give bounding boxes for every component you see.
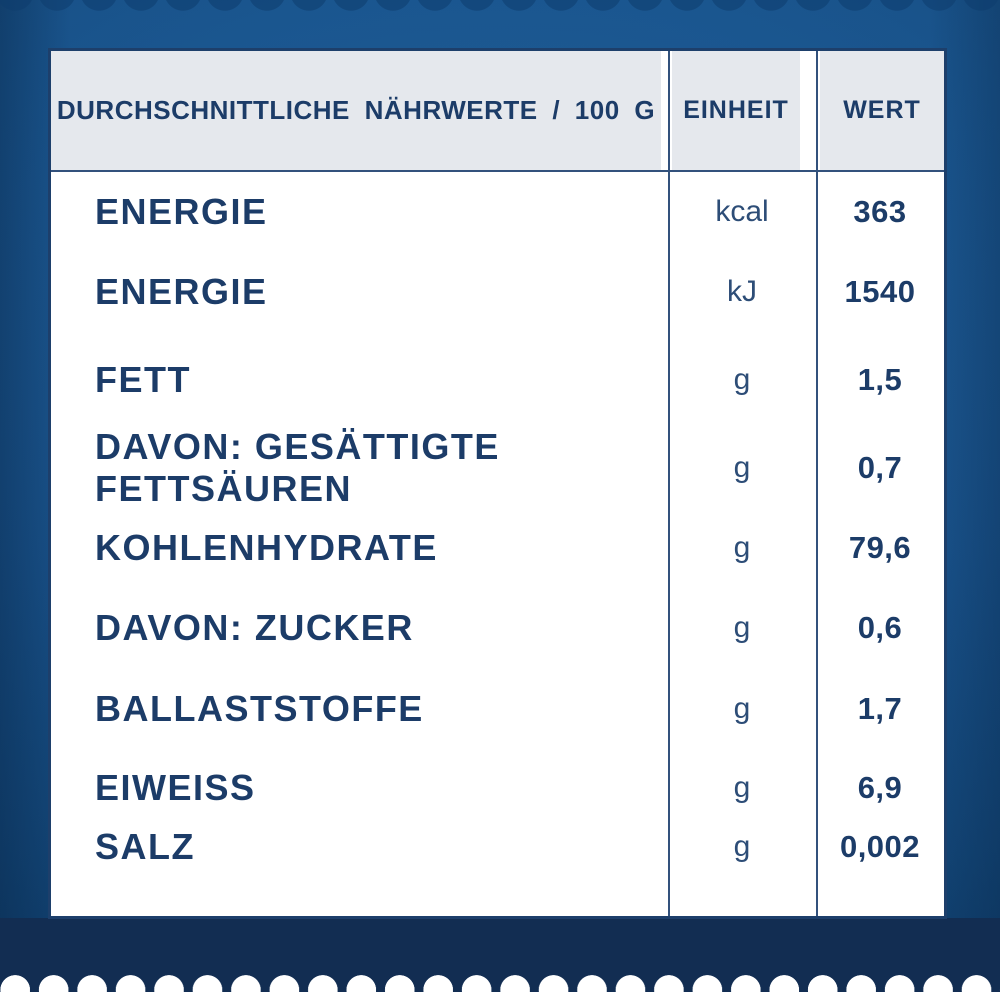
table-row: EIWEISS g 6,9	[51, 749, 944, 826]
header-divider-line	[51, 170, 944, 172]
column-divider-2	[816, 51, 818, 916]
nutrient-unit: g	[733, 829, 751, 863]
nutrient-label: ENERGIE	[95, 191, 268, 233]
table-row: SALZ g 0,002	[51, 826, 944, 867]
nutrition-table-card: DURCHSCHNITTLICHE NÄHRWERTE / 100 G EINH…	[48, 48, 947, 919]
nutrient-label: FETT	[95, 358, 191, 400]
table-row: DAVON: ZUCKER g 0,6	[51, 588, 944, 668]
nutrient-value: 6,9	[857, 769, 903, 805]
nutrient-label: DAVON: ZUCKER	[95, 607, 414, 649]
top-scallop-texture	[0, 0, 1000, 13]
column-divider-1	[668, 51, 670, 916]
table-row: DAVON: GESÄTTIGTE FETTSÄUREN g 0,7	[51, 426, 944, 509]
nutrient-value: 1,5	[857, 361, 903, 397]
nutrient-unit: g	[733, 691, 751, 725]
nutrient-label: EIWEISS	[95, 766, 256, 808]
table-row: BALLASTSTOFFE g 1,7	[51, 668, 944, 749]
header-cell-nutrients: DURCHSCHNITTLICHE NÄHRWERTE / 100 G	[51, 51, 661, 170]
header-cell-value: WERT	[820, 51, 944, 170]
nutrient-value: 79,6	[848, 530, 912, 565]
nutrient-value: 0,6	[857, 610, 903, 645]
nutrient-unit: g	[733, 770, 751, 804]
table-body: ENERGIE kcal 363 ENERGIE kJ 1540 FETT g …	[51, 172, 944, 916]
header-cell-unit: EINHEIT	[672, 51, 800, 170]
nutrient-value: 363	[853, 194, 907, 229]
nutrient-unit: kcal	[715, 195, 769, 228]
nutrient-label: BALLASTSTOFFE	[95, 687, 424, 729]
table-row: ENERGIE kcal 363	[51, 172, 944, 252]
table-row: ENERGIE kJ 1540	[51, 252, 944, 332]
nutrient-label: SALZ	[95, 826, 195, 867]
nutrient-value: 0,7	[857, 449, 903, 485]
bottom-white-strip	[0, 992, 1000, 1000]
nutrient-label: KOHLENHYDRATE	[95, 527, 438, 569]
nutrient-unit: g	[733, 611, 751, 644]
table-row: FETT g 1,5	[51, 332, 944, 427]
nutrient-label: ENERGIE	[95, 271, 268, 313]
nutrient-unit: g	[733, 531, 751, 564]
nutrient-value: 0,002	[839, 828, 921, 864]
nutrient-value: 1,7	[857, 690, 903, 726]
table-row: KOHLENHYDRATE g 79,6	[51, 508, 944, 588]
nutrient-unit: g	[733, 362, 751, 396]
nutrient-label: DAVON: GESÄTTIGTE FETTSÄUREN	[95, 426, 500, 509]
nutrient-unit: kJ	[727, 275, 757, 308]
nutrient-value: 1540	[844, 274, 916, 309]
nutrient-unit: g	[733, 450, 751, 484]
